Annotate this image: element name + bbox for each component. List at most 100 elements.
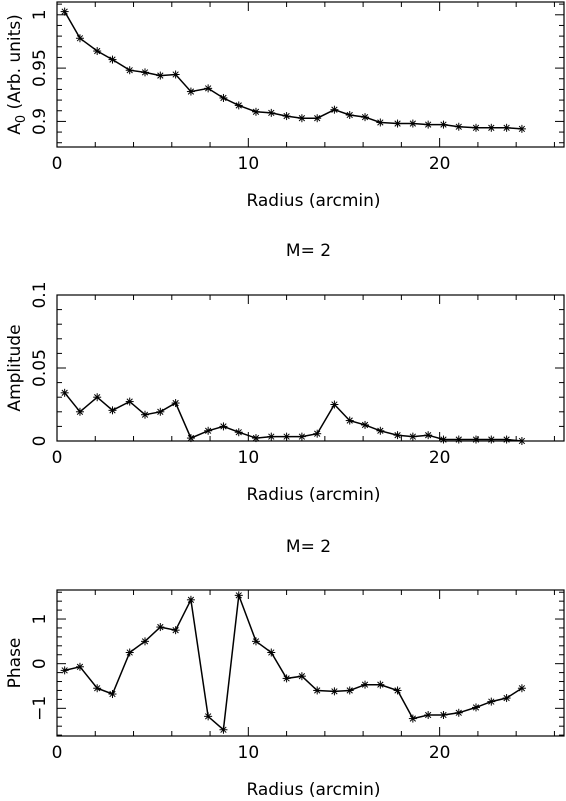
y-tick-label: 0.95: [30, 49, 50, 87]
x-axis-label: Radius (arcmin): [246, 780, 380, 800]
x-axis-label: Radius (arcmin): [246, 485, 380, 505]
data-point: [330, 687, 339, 696]
data-point: [125, 648, 134, 657]
data-point: [234, 428, 243, 437]
data-point: [75, 662, 84, 671]
data-point: [282, 112, 291, 121]
data-point: [345, 416, 354, 425]
y-tick-label: 0: [30, 436, 50, 447]
data-point: [75, 34, 84, 43]
data-point: [267, 108, 276, 117]
data-point: [502, 123, 511, 132]
chart-panel-1: 0 10 20 0.9 0.95 1 Radius (arcmin) A0 (Arb. uni…: [5, 1, 565, 211]
data-point: [267, 432, 276, 441]
data-point: [108, 690, 117, 699]
y-tick-label: 0.05: [30, 349, 50, 387]
data-point: [393, 431, 402, 440]
x-tick-label: 10: [238, 154, 260, 174]
data-point: [204, 712, 213, 721]
data-point: [156, 623, 165, 632]
data-point: [376, 426, 385, 435]
chart-title: M= 2: [286, 241, 331, 261]
data-point: [141, 410, 150, 419]
data-point: [297, 672, 306, 681]
data-point: [251, 434, 260, 443]
data-point: [454, 708, 463, 717]
data-point: [93, 684, 102, 693]
y-tick-label: 1: [30, 614, 50, 625]
data-point: [313, 429, 322, 438]
data-point: [186, 434, 195, 443]
data-point: [502, 435, 511, 444]
x-tick-label: 20: [429, 448, 451, 468]
data-point: [330, 105, 339, 114]
data-point: [234, 591, 243, 600]
data-point: [251, 107, 260, 116]
x-tick-label: 0: [52, 448, 63, 468]
data-point: [408, 714, 417, 723]
x-tick-label: 10: [238, 743, 260, 763]
data-point: [424, 711, 433, 720]
data-point: [60, 7, 69, 16]
y-axis-label: Phase: [5, 638, 25, 689]
data-point: [439, 435, 448, 444]
data-point: [361, 113, 370, 122]
x-axis-label: Radius (arcmin): [246, 191, 380, 211]
data-point: [471, 435, 480, 444]
y-axis-label: A0 (Arb. units): [5, 14, 29, 135]
data-point: [75, 407, 84, 416]
data-point: [141, 68, 150, 77]
data-point: [234, 101, 243, 110]
plot-frame: [56, 294, 565, 442]
data-point: [60, 388, 69, 397]
data-point: [60, 666, 69, 675]
data-point: [171, 70, 180, 79]
data-point: [108, 55, 117, 64]
data-point: [282, 674, 291, 683]
y-tick-label: 0: [30, 658, 50, 669]
data-point: [219, 93, 228, 102]
data-point: [282, 432, 291, 441]
data-point: [487, 697, 496, 706]
plot-frame: [56, 1, 565, 148]
data-point: [251, 637, 260, 646]
data-point: [141, 637, 150, 646]
data-point: [471, 123, 480, 132]
data-point: [424, 120, 433, 129]
y-tick-label: 0.1: [30, 281, 50, 308]
x-tick-label: 10: [238, 448, 260, 468]
data-point: [186, 595, 195, 604]
x-tick-label: 20: [429, 743, 451, 763]
data-point: [267, 648, 276, 657]
data-point: [376, 118, 385, 127]
data-point: [454, 122, 463, 131]
data-point: [330, 400, 339, 409]
data-point: [171, 626, 180, 635]
data-point: [93, 47, 102, 56]
y-axis-label: Amplitude: [5, 324, 25, 411]
data-point: [517, 437, 526, 445]
x-tick-label: 0: [52, 154, 63, 174]
x-tick-label: 20: [429, 154, 451, 174]
data-point: [454, 435, 463, 444]
data-point: [439, 711, 448, 720]
chart-panel-3: 0 10 20 −1 0 1 Radius (arcmin) Phase M= 2: [5, 537, 565, 800]
data-point: [345, 111, 354, 120]
data-point: [108, 406, 117, 415]
y-tick-label: −1: [30, 696, 50, 721]
data-point: [471, 703, 480, 712]
data-point: [93, 393, 102, 402]
data-point: [361, 420, 370, 429]
chart-panel-2: 0 10 20 0 0.05 0.1 Radius (arcmin) Amplitude M= …: [5, 241, 565, 505]
data-point: [408, 119, 417, 128]
data-point: [219, 422, 228, 431]
data-point: [393, 686, 402, 695]
y-tick-label: 1: [30, 9, 50, 20]
y-tick-label: 0.9: [30, 108, 50, 135]
plot-frame: [56, 589, 565, 737]
data-point: [408, 432, 417, 441]
data-point: [487, 435, 496, 444]
data-point: [186, 87, 195, 96]
data-point: [313, 114, 322, 123]
